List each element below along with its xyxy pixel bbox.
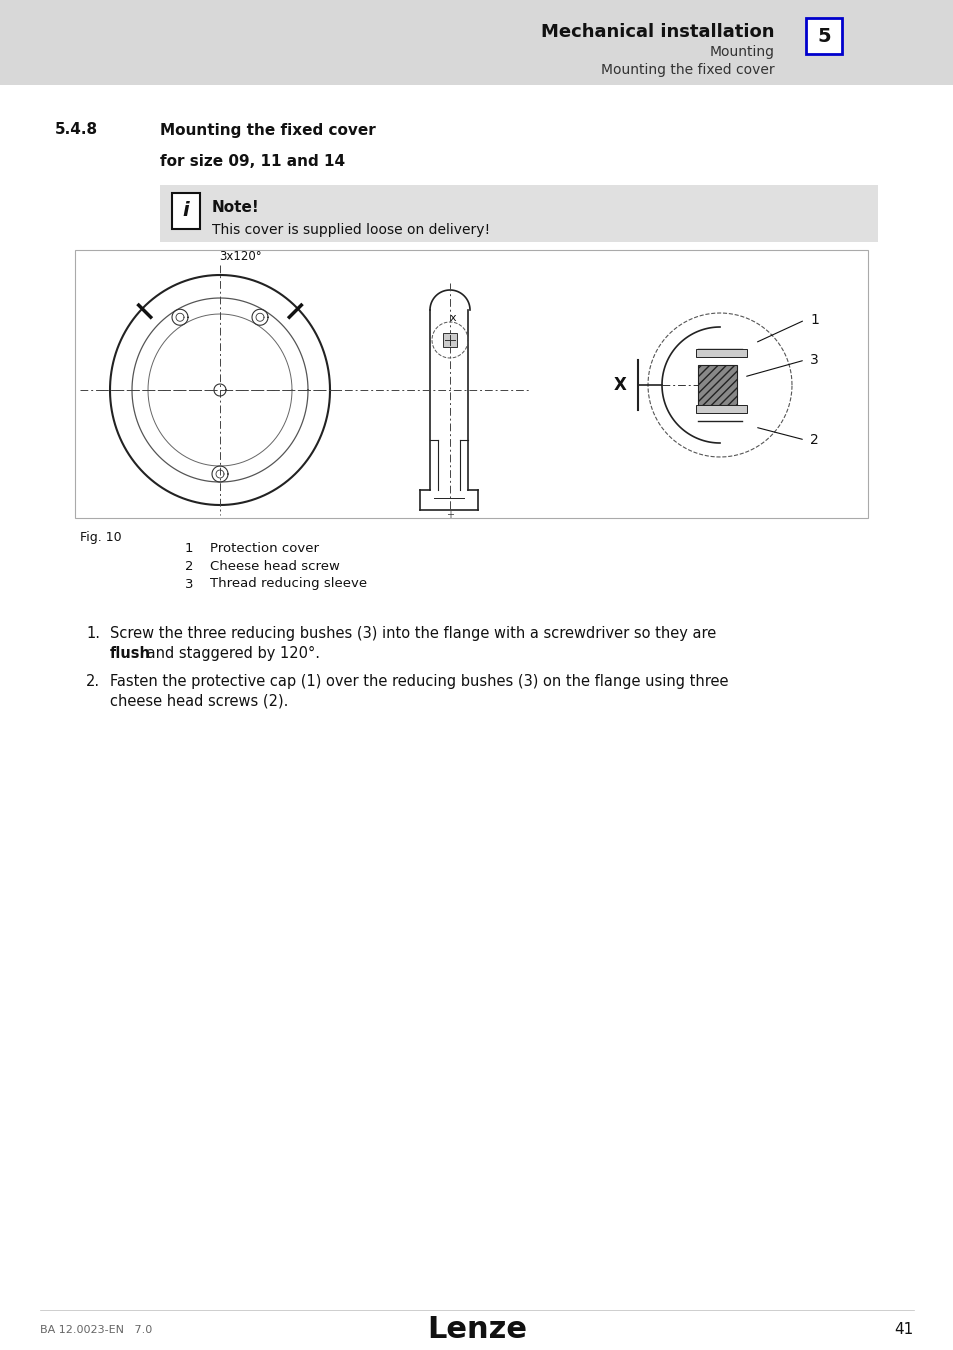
Text: i: i bbox=[182, 201, 189, 220]
Text: flush: flush bbox=[110, 647, 151, 662]
Bar bbox=[0, 0, 953, 85]
Text: Lenze: Lenze bbox=[427, 1315, 526, 1345]
Text: Mounting the fixed cover: Mounting the fixed cover bbox=[160, 123, 375, 138]
Text: and staggered by 120°.: and staggered by 120°. bbox=[142, 647, 319, 662]
Text: Fig. 10: Fig. 10 bbox=[80, 532, 121, 544]
Text: 3x120°: 3x120° bbox=[218, 251, 261, 263]
Text: Protection cover: Protection cover bbox=[210, 541, 318, 555]
Bar bbox=[696, 405, 746, 413]
Text: x: x bbox=[449, 313, 456, 323]
Bar bbox=[172, 193, 200, 230]
Text: Mounting the fixed cover: Mounting the fixed cover bbox=[600, 63, 774, 77]
Text: 2.: 2. bbox=[86, 674, 100, 688]
Text: 1: 1 bbox=[809, 313, 818, 327]
Text: Fasten the protective cap (1) over the reducing bushes (3) on the flange using t: Fasten the protective cap (1) over the r… bbox=[110, 674, 728, 688]
Text: 1.: 1. bbox=[86, 626, 100, 641]
Text: Note!: Note! bbox=[212, 200, 259, 215]
Text: for size 09, 11 and 14: for size 09, 11 and 14 bbox=[160, 154, 345, 170]
Text: 2: 2 bbox=[185, 559, 193, 572]
Text: 5: 5 bbox=[817, 27, 830, 46]
Text: 3: 3 bbox=[185, 578, 193, 590]
Text: 5.4.8: 5.4.8 bbox=[55, 123, 98, 138]
Text: 2: 2 bbox=[809, 433, 818, 447]
Text: Cheese head screw: Cheese head screw bbox=[210, 559, 339, 572]
Text: Thread reducing sleeve: Thread reducing sleeve bbox=[210, 578, 367, 590]
Bar bbox=[442, 333, 456, 347]
Text: X: X bbox=[613, 377, 626, 394]
Bar bbox=[698, 364, 737, 405]
Text: 1: 1 bbox=[185, 541, 193, 555]
Text: Screw the three reducing bushes (3) into the flange with a screwdriver so they a: Screw the three reducing bushes (3) into… bbox=[110, 626, 716, 641]
Text: cheese head screws (2).: cheese head screws (2). bbox=[110, 694, 288, 709]
Text: Mounting: Mounting bbox=[709, 45, 774, 59]
Text: Mechanical installation: Mechanical installation bbox=[541, 23, 774, 40]
Bar bbox=[160, 185, 877, 242]
Text: 3: 3 bbox=[809, 352, 818, 367]
Bar bbox=[805, 18, 841, 54]
Text: This cover is supplied loose on delivery!: This cover is supplied loose on delivery… bbox=[212, 223, 490, 238]
Text: +: + bbox=[446, 510, 454, 520]
Bar bbox=[75, 250, 867, 518]
Bar bbox=[696, 350, 746, 356]
Text: 41: 41 bbox=[894, 1323, 913, 1338]
Text: BA 12.0023-EN   7.0: BA 12.0023-EN 7.0 bbox=[40, 1324, 152, 1335]
